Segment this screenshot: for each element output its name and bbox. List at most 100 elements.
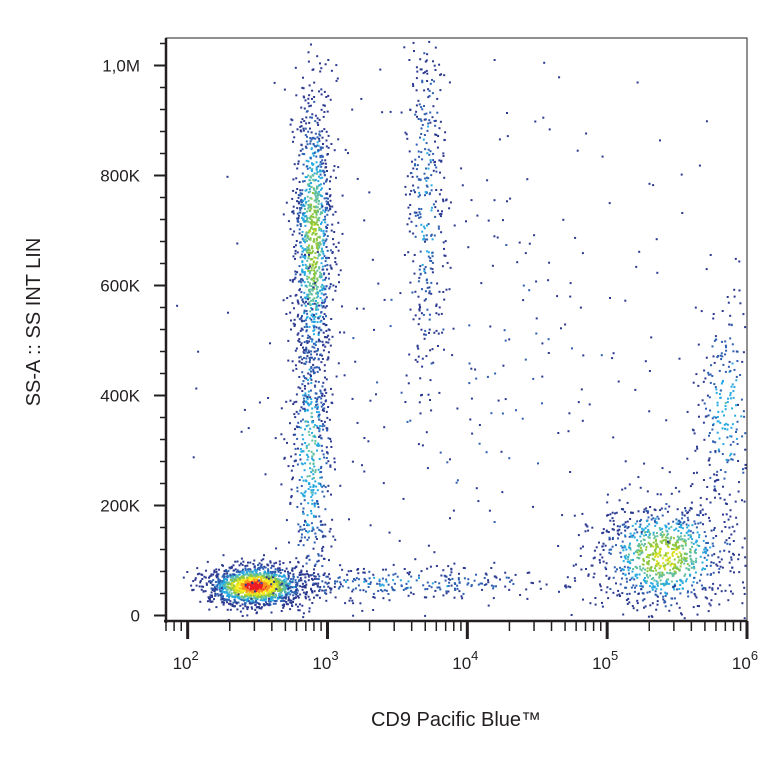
event-dot — [718, 567, 721, 570]
event-dot — [319, 177, 322, 180]
event-dot — [486, 179, 489, 182]
event-dot — [663, 568, 666, 571]
event-dot — [428, 328, 431, 331]
event-dot — [321, 549, 324, 552]
event-dot — [676, 535, 679, 538]
event-dot — [216, 588, 219, 591]
event-dot — [415, 110, 418, 113]
event-dot — [311, 192, 314, 194]
event-dot — [318, 331, 321, 334]
event-dot — [307, 302, 309, 305]
event-dot — [250, 594, 252, 597]
event-dot — [301, 204, 304, 207]
event-dot — [317, 203, 320, 206]
event-dot — [268, 599, 270, 602]
event-dot — [660, 541, 663, 544]
event-dot — [709, 564, 712, 567]
event-dot — [253, 583, 256, 586]
event-dot — [307, 267, 310, 270]
event-dot — [338, 585, 341, 588]
event-dot — [416, 175, 419, 178]
event-dot — [660, 583, 662, 586]
event-dot — [621, 523, 624, 526]
event-dot — [308, 351, 311, 354]
event-dot — [385, 589, 388, 592]
event-dot — [309, 238, 312, 241]
event-dot — [475, 573, 477, 576]
event-dot — [309, 427, 312, 430]
event-dot — [645, 546, 648, 549]
event-dot — [257, 580, 259, 583]
event-dot — [318, 430, 321, 433]
event-dot — [302, 493, 304, 496]
event-dot — [302, 180, 304, 183]
event-dot — [580, 568, 583, 571]
event-dot — [233, 573, 236, 576]
event-dot — [709, 409, 712, 412]
event-dot — [566, 576, 569, 579]
event-dot — [352, 602, 355, 605]
event-dot — [305, 425, 308, 428]
event-dot — [598, 559, 601, 561]
event-dot — [678, 357, 681, 360]
event-dot — [435, 189, 438, 191]
event-dot — [303, 296, 306, 299]
event-dot — [274, 593, 277, 596]
event-dot — [229, 567, 232, 570]
event-dot — [532, 505, 534, 508]
event-dot — [315, 265, 317, 268]
event-dot — [373, 596, 376, 599]
event-dot — [220, 598, 223, 601]
event-dot — [702, 380, 705, 383]
event-dot — [668, 527, 671, 530]
event-dot — [314, 535, 317, 538]
event-dot — [275, 588, 278, 591]
event-dot — [307, 130, 310, 133]
event-dot — [320, 437, 323, 440]
event-dot — [310, 247, 313, 250]
event-dot — [316, 277, 319, 280]
event-dot — [219, 584, 222, 587]
event-dot — [301, 582, 304, 585]
event-dot — [694, 594, 697, 597]
event-dot — [673, 566, 676, 569]
event-dot — [304, 255, 307, 258]
event-dot — [302, 255, 305, 258]
event-dot — [673, 529, 676, 532]
event-dot — [306, 458, 309, 461]
event-dot — [300, 130, 303, 133]
event-dot — [306, 453, 309, 456]
event-dot — [324, 591, 327, 594]
event-dot — [710, 529, 713, 532]
event-dot — [423, 270, 426, 273]
event-dot — [726, 428, 729, 431]
event-dot — [649, 604, 652, 607]
event-dot — [326, 582, 329, 585]
event-dot — [205, 583, 208, 586]
event-dot — [308, 229, 311, 232]
event-dot — [321, 523, 324, 526]
event-dot — [730, 385, 733, 388]
event-dot — [252, 573, 255, 576]
event-dot — [229, 574, 232, 577]
event-dot — [716, 356, 719, 359]
event-dot — [709, 604, 712, 607]
event-dot — [718, 450, 721, 453]
event-dot — [406, 420, 409, 423]
event-dot — [307, 60, 310, 63]
event-dot — [564, 323, 567, 326]
event-dot — [253, 577, 256, 580]
event-dot — [709, 451, 712, 454]
event-dot — [302, 163, 305, 166]
event-dot — [316, 198, 319, 201]
event-dot — [303, 281, 306, 284]
event-dot — [234, 576, 237, 579]
event-dot — [687, 538, 690, 540]
event-dot — [246, 589, 249, 592]
event-dot — [454, 587, 456, 590]
event-dot — [630, 511, 632, 514]
event-dot — [654, 553, 657, 556]
event-dot — [303, 536, 306, 539]
event-dot — [419, 118, 422, 121]
event-dot — [372, 592, 375, 595]
